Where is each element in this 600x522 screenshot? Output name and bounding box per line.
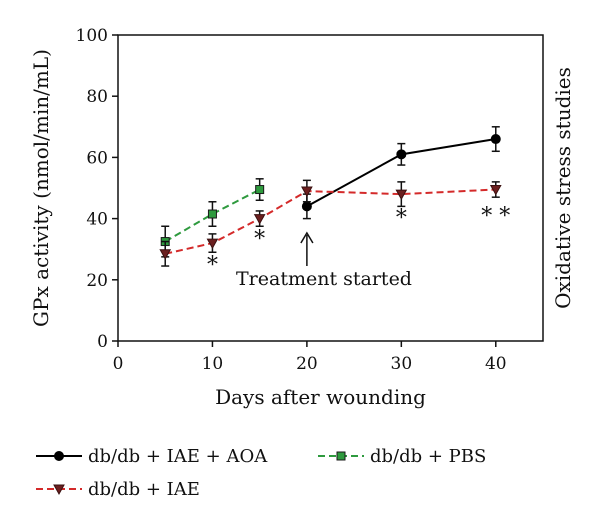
axes-layer: 0 10 20 30 40 0 20 40 60 80 100 Days after wounding…: [29, 26, 575, 409]
data-point: [301, 186, 313, 198]
series-2: [159, 179, 502, 267]
x-tick-label: 20: [296, 354, 318, 374]
data-point: [396, 149, 407, 160]
x-axis-title: Days after wounding: [215, 385, 426, 409]
series-line: [164, 188, 261, 243]
data-point: [206, 238, 219, 250]
data-point: [395, 189, 408, 201]
y-tick-label: 40: [86, 210, 108, 230]
legend-label: db/db + PBS: [370, 446, 486, 467]
data-point: [489, 185, 502, 196]
series-line: [165, 188, 496, 255]
annotation-layer: Treatment started * * * * *: [207, 204, 510, 290]
significance-marker: * *: [481, 204, 510, 229]
data-point: [159, 249, 172, 260]
x-tick-label: 10: [202, 354, 224, 374]
data-point: [207, 209, 217, 219]
x-tick-label: 40: [485, 354, 507, 374]
series-0: [301, 126, 501, 220]
y-tick-label: 80: [86, 87, 108, 107]
data-point: [255, 185, 265, 195]
significance-marker: *: [207, 253, 218, 278]
y-tick-label: 60: [86, 148, 108, 168]
data-point: [54, 451, 64, 461]
plot-frame: [117, 34, 544, 342]
treatment-arrow-head: [300, 231, 314, 244]
data-point: [253, 214, 266, 225]
y-axis-title: GPx activity (nmol/min/mL): [29, 49, 53, 327]
legend-label: db/db + IAE: [88, 479, 200, 500]
legend-item-0: db/db + IAE + AOA: [36, 446, 268, 467]
data-point: [336, 451, 346, 461]
y-tick-label: 100: [76, 26, 108, 46]
y-tick-label: 20: [86, 271, 108, 291]
legend-item-2: db/db + IAE: [36, 479, 200, 500]
x-tick-label: 0: [113, 354, 124, 374]
legend-label: db/db + IAE + AOA: [88, 446, 268, 467]
significance-marker: *: [396, 206, 407, 231]
right-axis-title: Oxidative stress studies: [551, 67, 575, 309]
legend: db/db + IAE + AOA db/db + PBS db/db + IAE: [36, 446, 486, 500]
data-point: [301, 201, 312, 212]
data-point: [53, 484, 65, 496]
data-point: [490, 134, 501, 145]
series-layer: [159, 126, 502, 267]
significance-marker: *: [254, 227, 265, 252]
x-tick-label: 30: [391, 354, 413, 374]
treatment-label: Treatment started: [236, 268, 412, 290]
y-tick-label: 0: [97, 332, 108, 352]
legend-item-1: db/db + PBS: [318, 446, 486, 467]
